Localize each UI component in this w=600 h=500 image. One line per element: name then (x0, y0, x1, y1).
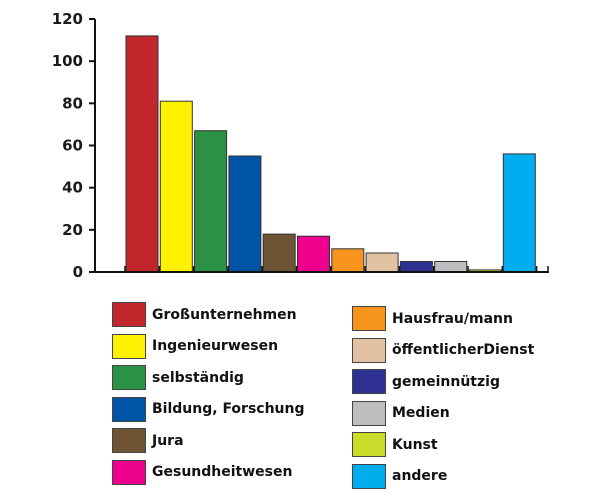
legend-swatch (112, 302, 146, 327)
legend-item: Bildung, Forschung (112, 396, 305, 422)
y-axis-ticks: 0 20 40 60 80 100 120 (52, 10, 95, 281)
legend-item: Gesundheitwesen (112, 459, 293, 485)
legend-item: andere (352, 463, 448, 489)
legend-label: öffentlicherDienst (392, 342, 535, 358)
legend-item: Großunternehmen (112, 302, 297, 327)
bar-bildung-forschung (228, 155, 262, 273)
legend-label: Hausfrau/mann (392, 310, 513, 327)
legend-label: Großunternehmen (152, 306, 297, 323)
y-tick-label: 20 (62, 221, 83, 239)
bar-gesundheitwesen (297, 235, 330, 273)
legend-item: Jura (112, 428, 184, 453)
bar-andere (502, 153, 536, 273)
legend-label: Bildung, Forschung (152, 401, 305, 417)
legend-label: Medien (392, 405, 450, 421)
legend-swatch (112, 428, 146, 453)
legend-label: selbständig (152, 369, 244, 386)
y-tick-label: 60 (62, 137, 83, 155)
legend-label: Ingenieurwesen (152, 338, 279, 354)
y-tick-label: 40 (62, 179, 83, 197)
legend-item: Hausfrau/mann (352, 306, 513, 331)
legend-item: gemeinnützig (352, 369, 500, 394)
legend-swatch (352, 432, 386, 457)
bar-ingenieurwesen (159, 100, 193, 273)
legend-item: selbständig (112, 365, 244, 390)
legend-swatch (112, 459, 146, 485)
legend-label: Jura (152, 432, 184, 449)
legend-swatch (352, 463, 386, 489)
x-axis-ticks (124, 266, 549, 272)
legend-swatch (352, 337, 386, 363)
legend-swatch (352, 369, 386, 394)
legend-swatch (112, 333, 146, 359)
legend-swatch (352, 400, 386, 426)
legend-item: öffentlicherDienst (352, 337, 535, 363)
bar-chart: 0 20 40 60 80 100 120 (52, 10, 549, 281)
legend-swatch (112, 396, 146, 422)
y-tick-label: 0 (73, 263, 83, 281)
legend-swatch (352, 306, 386, 331)
legend-label: Kunst (392, 436, 438, 453)
legend-label: Gesundheitwesen (152, 464, 293, 480)
legend-item: Kunst (352, 432, 438, 457)
legend-label: gemeinnützig (392, 373, 500, 390)
legend-swatch (112, 365, 146, 390)
legend-item: Medien (352, 400, 450, 426)
y-tick-label: 120 (52, 10, 83, 28)
y-tick-label: 100 (52, 52, 83, 70)
legend-label: andere (392, 468, 448, 484)
legend-item: Ingenieurwesen (112, 333, 279, 359)
bars-group (125, 35, 536, 273)
y-tick-label: 80 (62, 94, 83, 112)
